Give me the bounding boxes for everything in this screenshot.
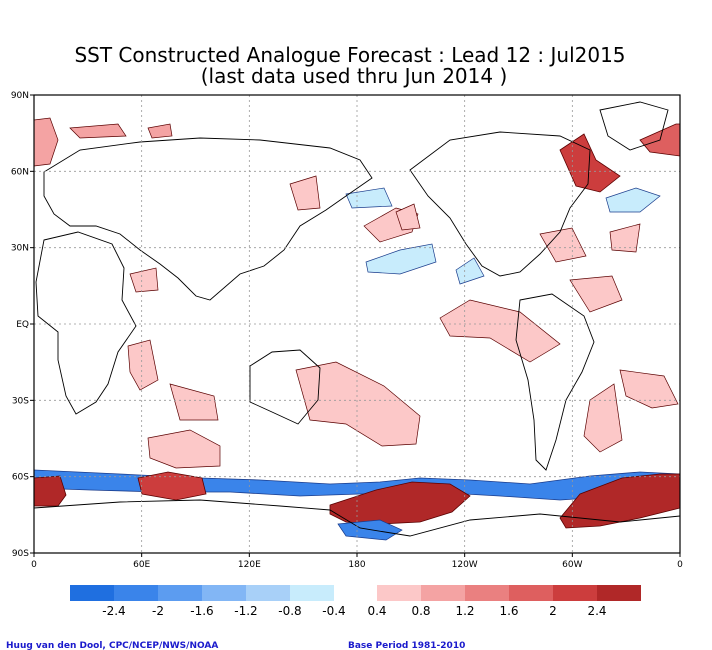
africa-outline [35, 231, 137, 415]
chart-title: SST Constructed Analogue Forecast : Lead… [74, 43, 625, 67]
warm-patch [69, 123, 127, 139]
y-tick-label: EQ [16, 320, 29, 330]
warm-patch [34, 117, 59, 167]
chart-subtitle: (last data used thru Jun 2014 ) [201, 64, 508, 88]
warm-patch [583, 383, 623, 453]
y-tick-label: 30N [11, 244, 29, 254]
x-tick-label: 120E [238, 560, 261, 570]
x-tick-label: 0 [677, 560, 683, 570]
warm-patch [169, 383, 219, 421]
colorbar-swatch-negative [158, 585, 202, 601]
colorbar-tick-label: 1.6 [499, 604, 518, 618]
x-tick-label: 0 [31, 560, 37, 570]
warm-patch [147, 123, 173, 139]
colorbar-tick-label: -0.4 [322, 604, 345, 618]
colorbar-swatch-negative [202, 585, 246, 601]
colorbar-swatch-positive [377, 585, 421, 601]
colorbar-tick-label: -1.2 [234, 604, 257, 618]
warm-patch [147, 429, 221, 469]
y-tick-label: 90N [11, 91, 29, 101]
australia-outline [249, 349, 321, 425]
credit-right: Base Period 1981-2010 [348, 641, 465, 650]
anomaly-layer [34, 117, 680, 541]
credit-left: Huug van den Dool, CPC/NCEP/NWS/NOAA [6, 641, 218, 650]
x-tick-label: 60E [133, 560, 150, 570]
cold-patch [455, 257, 485, 285]
warm-patch [559, 473, 680, 529]
colorbar-swatch-negative [290, 585, 334, 601]
warm-patch [127, 339, 159, 391]
colorbar-swatch-positive [465, 585, 509, 601]
colorbar-swatch-negative [246, 585, 290, 601]
colorbar-tick-label: 0.8 [411, 604, 430, 618]
colorbar-tick-label: -2.4 [102, 604, 125, 618]
colorbar-swatch-positive [509, 585, 553, 601]
colorbar-tick-label: 2.4 [587, 604, 606, 618]
colorbar-swatch-positive [421, 585, 465, 601]
warm-patch [609, 223, 641, 253]
colorbar-tick-label: -1.6 [190, 604, 213, 618]
y-tick-label: 30S [12, 396, 29, 406]
y-tick-label: 60S [12, 473, 29, 483]
y-tick-label: 90S [12, 549, 29, 559]
warm-patch [137, 471, 207, 501]
warm-patch [34, 475, 67, 507]
x-tick-label: 60W [562, 560, 582, 570]
y-axis-ticks: 90N 60N 30N EQ 30S 60S 90S [11, 91, 34, 559]
warm-patch [439, 299, 561, 363]
antarctica-outline [34, 499, 680, 537]
warm-patch [539, 227, 587, 263]
warm-patch [289, 175, 321, 211]
x-axis-ticks: 0 60E 120E 180 120W 60W 0 [31, 553, 683, 570]
colorbar-tick-label: -0.8 [278, 604, 301, 618]
colorbar-swatch-positive [553, 585, 597, 601]
cold-patch [345, 187, 393, 209]
x-tick-label: 180 [348, 560, 365, 570]
south-america-outline [515, 293, 595, 471]
land-outlines [34, 101, 680, 537]
greenland-outline [599, 101, 669, 151]
colorbar-tick-label: -2 [152, 604, 164, 618]
colorbar-tick-label: 0.4 [367, 604, 386, 618]
north-america-outline [409, 131, 591, 277]
x-tick-label: 120W [452, 560, 478, 570]
warm-patch [295, 361, 421, 447]
colorbar-swatch-positive [597, 585, 641, 601]
colorbar-tick-label: 2 [549, 604, 557, 618]
colorbar: -2.4 -2 -1.6 -1.2 -0.8 -0.4 0.4 0.8 1.2 1.6 2 2.4 [70, 585, 641, 618]
warm-patch [619, 369, 679, 409]
colorbar-swatch-negative [114, 585, 158, 601]
colorbar-tick-label: 1.2 [455, 604, 474, 618]
colorbar-swatch-negative [70, 585, 114, 601]
warm-patch [129, 267, 159, 293]
warm-patch [569, 275, 623, 313]
warm-patch [395, 203, 421, 231]
cold-patch [605, 187, 661, 213]
eurasia-outline [43, 137, 373, 301]
cold-patch [365, 243, 437, 275]
y-tick-label: 60N [11, 167, 29, 177]
grid-lines [34, 95, 680, 553]
warm-patch [329, 481, 471, 525]
warm-patch [559, 133, 621, 193]
